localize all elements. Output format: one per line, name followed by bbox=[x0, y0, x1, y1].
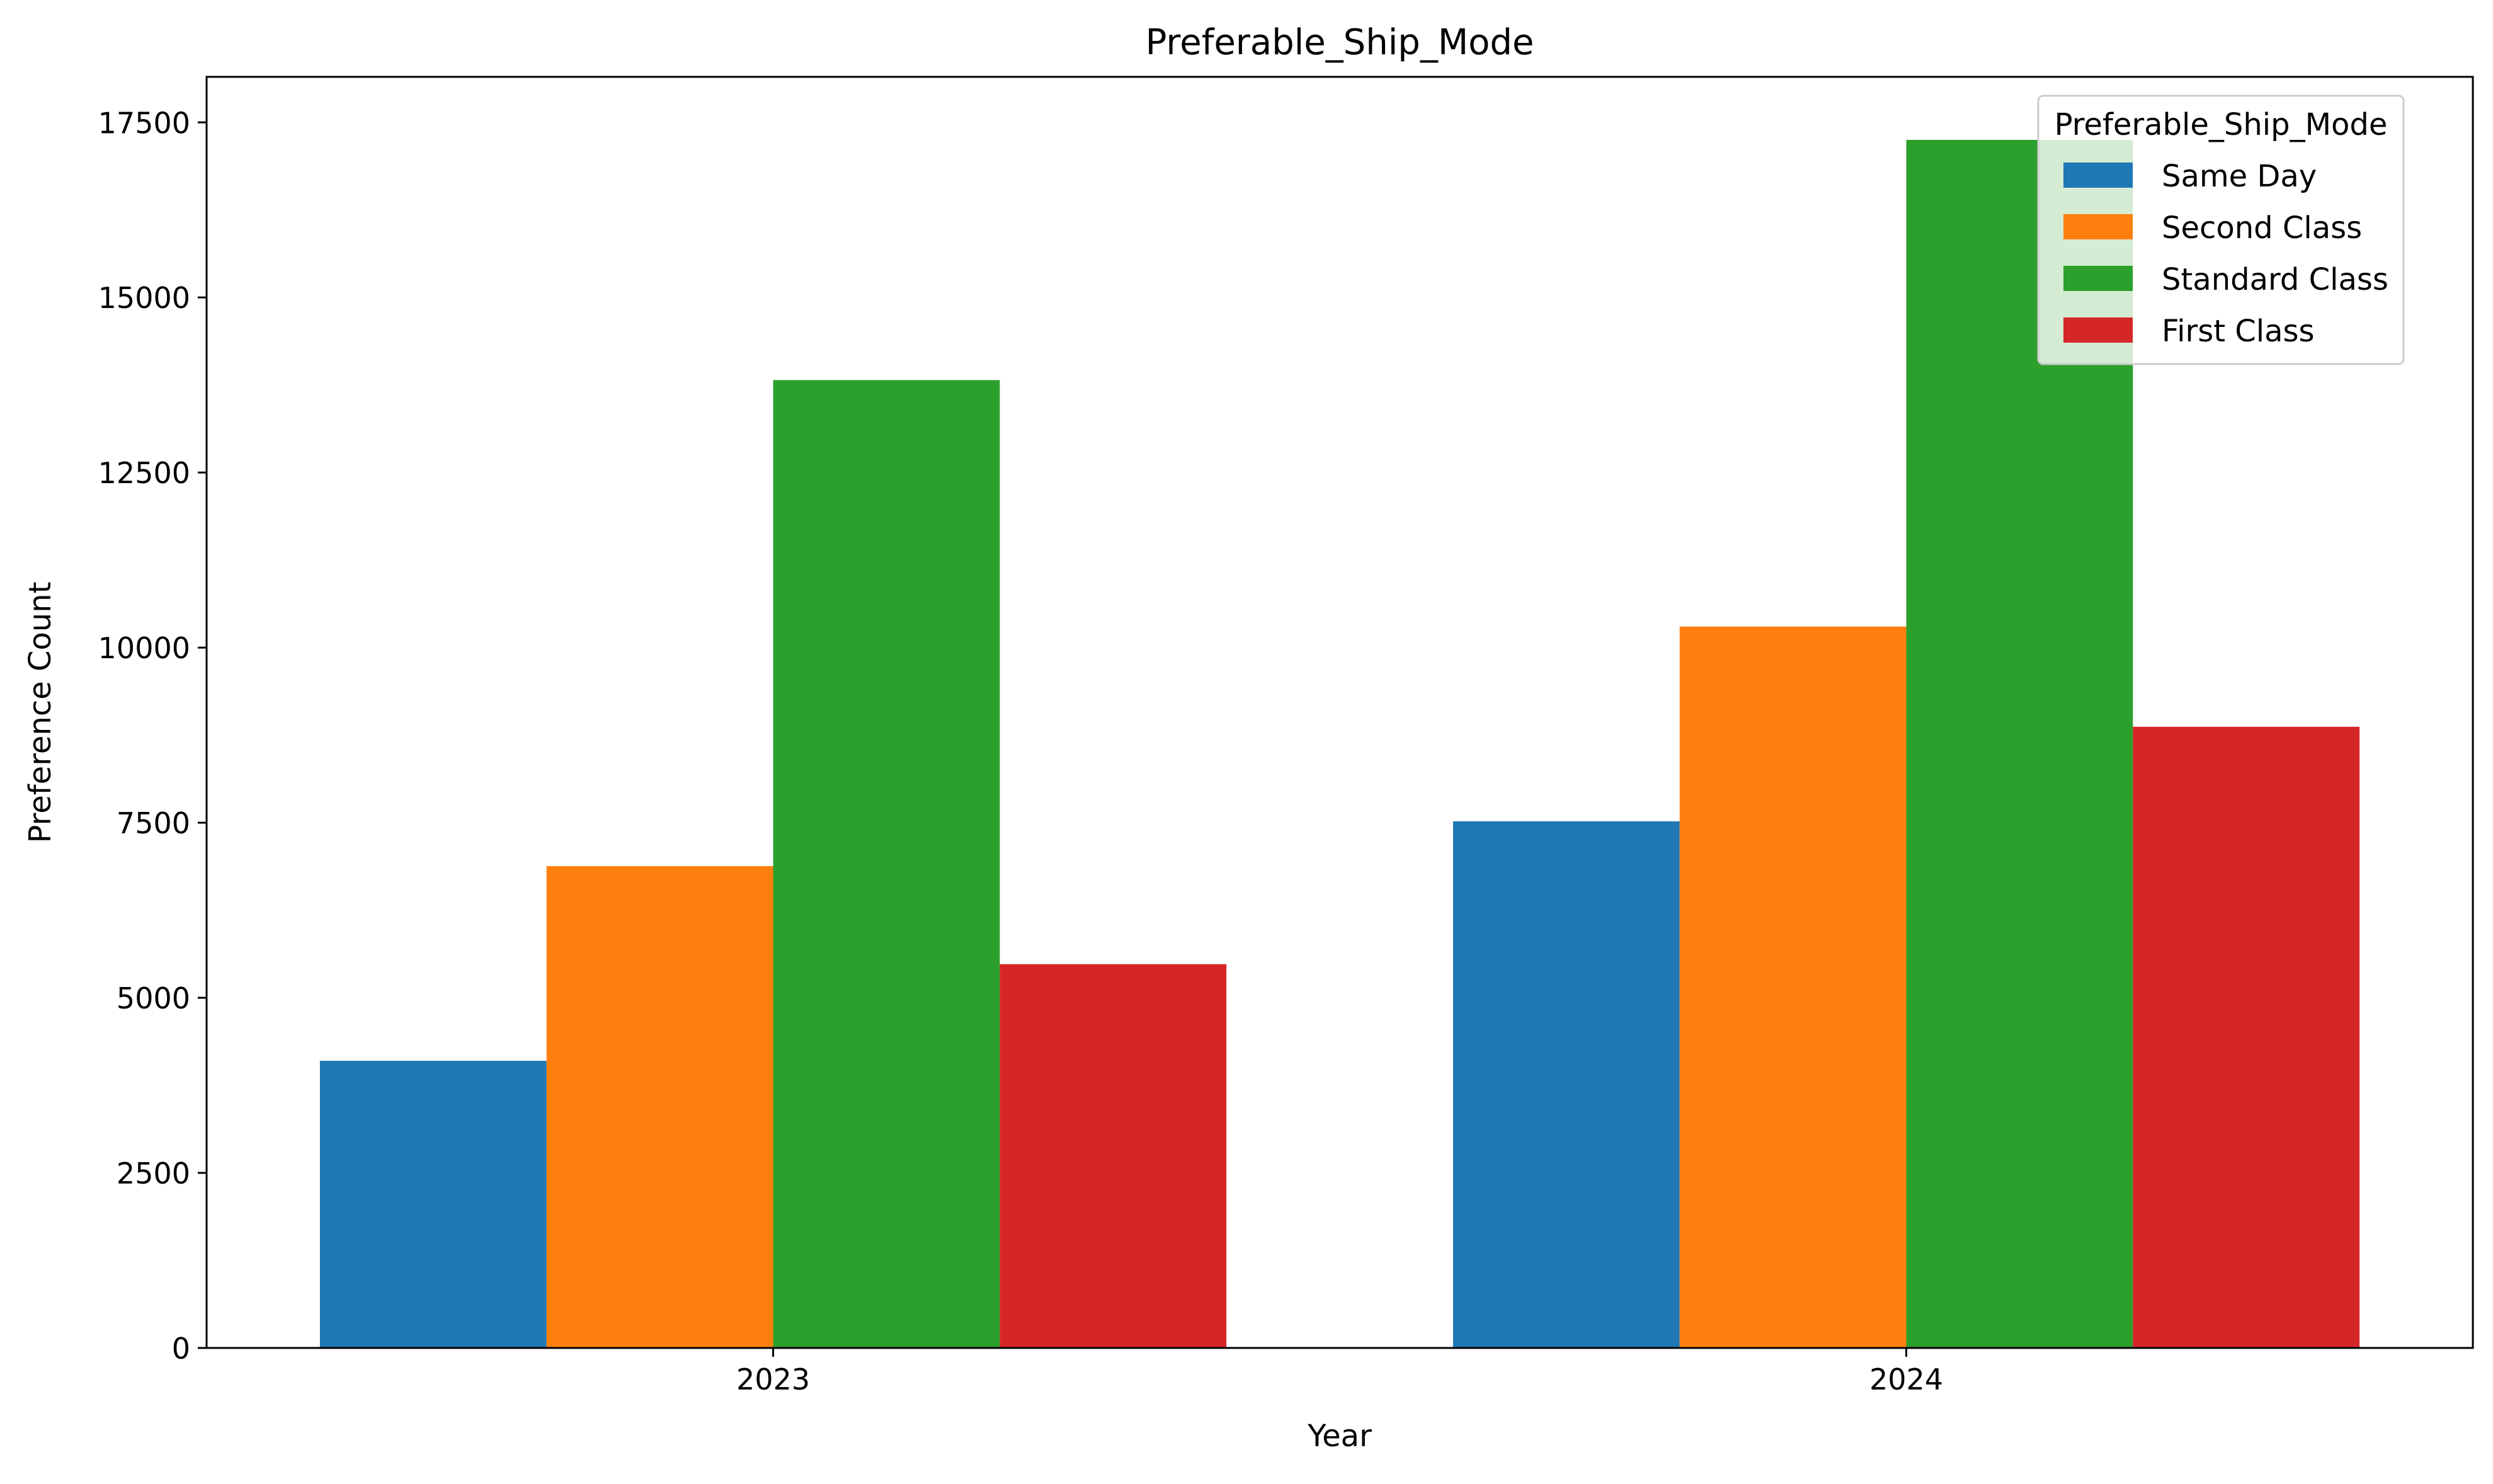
legend-swatch-same-day bbox=[2063, 163, 2133, 188]
plot-frame bbox=[205, 76, 2474, 1349]
x-tick-label: 2024 bbox=[1869, 1362, 1943, 1396]
bar-second-class-2024 bbox=[1679, 626, 1907, 1349]
legend-swatch-second-class bbox=[2063, 214, 2133, 239]
y-axis-label: Preference Count bbox=[23, 581, 58, 843]
legend-label: Same Day bbox=[2162, 159, 2317, 194]
legend: Preferable_Ship_Mode Same Day Second Clas… bbox=[2037, 94, 2405, 365]
legend-label: Second Class bbox=[2162, 210, 2362, 246]
y-tick-label: 2500 bbox=[117, 1156, 190, 1190]
chart-title: Preferable_Ship_Mode bbox=[1146, 22, 1534, 63]
legend-label: Standard Class bbox=[2162, 262, 2388, 297]
legend-title: Preferable_Ship_Mode bbox=[2055, 107, 2388, 142]
bars-layer bbox=[319, 140, 2360, 1349]
y-tick-label: 12500 bbox=[98, 456, 190, 490]
legend-label: First Class bbox=[2162, 314, 2315, 349]
bar-same-day-2024 bbox=[1452, 821, 1680, 1348]
y-tick-label: 15000 bbox=[98, 281, 190, 315]
y-tick-label: 7500 bbox=[117, 806, 190, 840]
x-axis: 2023 2024 bbox=[736, 1348, 1943, 1396]
bar-standard-class-2023 bbox=[773, 380, 1000, 1348]
y-tick-label: 10000 bbox=[98, 631, 190, 665]
bar-first-class-2024 bbox=[2133, 726, 2360, 1348]
bar-same-day-2023 bbox=[319, 1061, 547, 1348]
legend-swatch-standard-class bbox=[2063, 266, 2133, 291]
y-tick-label: 5000 bbox=[117, 981, 190, 1015]
y-axis: 0 2500 5000 7500 10000 12500 15000 17500 bbox=[98, 106, 207, 1366]
y-tick-label: 17500 bbox=[98, 106, 190, 140]
bar-second-class-2023 bbox=[546, 866, 773, 1348]
x-tick-label: 2023 bbox=[736, 1362, 810, 1396]
x-axis-label: Year bbox=[1307, 1418, 1372, 1454]
legend-swatch-first-class bbox=[2063, 317, 2133, 343]
bar-first-class-2023 bbox=[1000, 964, 1227, 1348]
y-tick-label: 0 bbox=[172, 1332, 190, 1366]
